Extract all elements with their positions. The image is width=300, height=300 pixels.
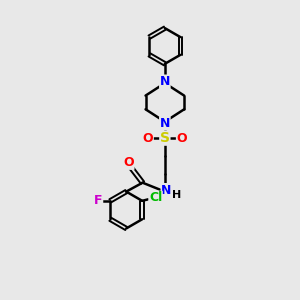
Text: N: N (160, 117, 170, 130)
Text: O: O (176, 132, 187, 145)
Text: N: N (160, 75, 170, 88)
Text: F: F (94, 194, 103, 207)
Text: Cl: Cl (149, 191, 162, 204)
Text: N: N (161, 184, 172, 196)
Text: O: O (123, 156, 134, 169)
Text: S: S (160, 131, 170, 145)
Text: H: H (172, 190, 181, 200)
Text: O: O (142, 132, 153, 145)
